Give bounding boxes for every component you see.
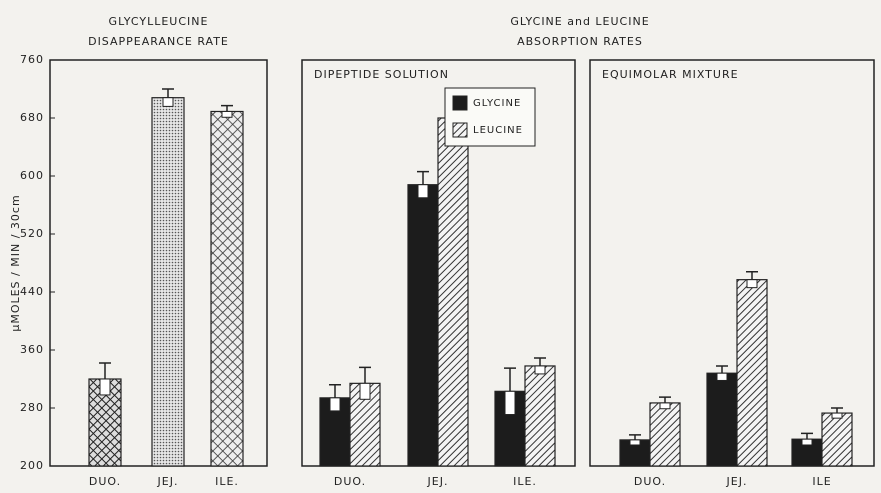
legend-label: LEUCINE	[473, 125, 523, 136]
x-tick-label: DUO.	[634, 475, 666, 488]
group-title: ABSORPTION RATES	[517, 35, 643, 48]
y-tick-label: 280	[20, 401, 44, 414]
error-lower	[417, 184, 429, 199]
error-lower	[716, 372, 728, 381]
error-lower	[329, 397, 341, 412]
error-upper	[359, 366, 371, 384]
y-tick-label: 200	[20, 459, 44, 472]
error-lower	[504, 390, 516, 416]
panel-title: GLYCYLLEUCINE	[109, 15, 209, 28]
error-upper	[99, 362, 111, 379]
error-upper	[746, 270, 758, 280]
error-lower	[534, 365, 546, 375]
x-tick-label: ILE.	[513, 475, 537, 488]
legend-swatch	[452, 122, 468, 138]
legend-label: GLYCINE	[473, 98, 521, 109]
error-lower	[659, 402, 671, 410]
error-bar	[534, 357, 546, 375]
error-bar	[221, 104, 233, 118]
error-bar	[417, 170, 429, 199]
bar	[88, 378, 122, 467]
error-lower	[801, 438, 813, 446]
error-bar	[801, 432, 813, 446]
x-tick-label: DUO.	[89, 475, 121, 488]
error-lower	[629, 439, 641, 446]
group-title: GLYCINE and LEUCINE	[510, 15, 649, 28]
error-upper	[534, 357, 546, 366]
x-tick-label: JEJ.	[726, 475, 748, 488]
y-tick-label: 440	[20, 285, 44, 298]
error-bar	[359, 366, 371, 400]
bar	[151, 97, 185, 467]
error-upper	[629, 434, 641, 440]
error-upper	[221, 104, 233, 112]
bar	[706, 372, 738, 467]
error-upper	[716, 365, 728, 374]
y-tick-label: 760	[20, 53, 44, 66]
bar	[649, 402, 681, 467]
error-upper	[831, 407, 843, 414]
error-lower	[162, 97, 174, 107]
error-bar	[716, 365, 728, 381]
x-tick-label: ILE.	[215, 475, 239, 488]
bar	[821, 412, 853, 467]
error-bar	[831, 407, 843, 419]
panel-title: DIPEPTIDE SOLUTION	[314, 68, 449, 81]
y-tick-label: 680	[20, 111, 44, 124]
panel-title: DISAPPEARANCE RATE	[88, 35, 229, 48]
y-tick-label: 600	[20, 169, 44, 182]
y-axis-label: μMOLES / MIN / 30cm	[9, 194, 22, 331]
y-tick-label: 520	[20, 227, 44, 240]
x-tick-label: JEJ.	[157, 475, 179, 488]
y-tick-label: 360	[20, 343, 44, 356]
error-bar	[329, 384, 341, 412]
error-bar	[99, 362, 111, 396]
error-upper	[162, 88, 174, 98]
legend-swatch	[452, 95, 468, 111]
error-lower	[831, 412, 843, 419]
error-bar	[659, 396, 671, 410]
panel-title: EQUIMOLAR MIXTURE	[602, 68, 739, 81]
bar	[210, 110, 244, 467]
error-upper	[504, 367, 516, 392]
bar	[437, 117, 469, 467]
error-upper	[329, 384, 341, 398]
bar	[524, 365, 556, 467]
x-tick-label: ILE	[812, 475, 831, 488]
error-upper	[659, 396, 671, 403]
error-bar	[629, 434, 641, 446]
error-lower	[359, 382, 371, 400]
x-tick-label: JEJ.	[427, 475, 449, 488]
error-bar	[162, 88, 174, 107]
x-tick-label: DUO.	[334, 475, 366, 488]
error-upper	[801, 432, 813, 440]
bar	[407, 184, 439, 467]
error-lower	[221, 110, 233, 118]
error-lower	[99, 378, 111, 396]
error-lower	[746, 279, 758, 289]
error-bar	[746, 270, 758, 289]
error-upper	[417, 170, 429, 185]
bar	[736, 279, 768, 467]
error-bar	[504, 367, 516, 416]
